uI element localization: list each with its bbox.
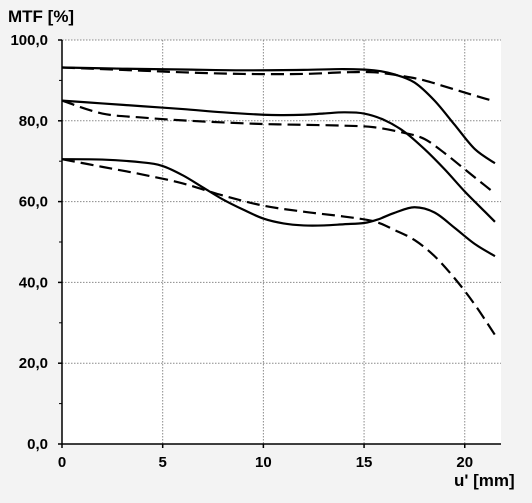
grid: [62, 39, 501, 444]
x-tick-label: 5: [159, 454, 167, 471]
series-line-6-dashed: [61, 158, 496, 336]
series-group: [61, 66, 496, 336]
y-tick-label: 100,0: [10, 32, 48, 49]
y-tick-label: 60,0: [19, 194, 48, 211]
y-axis-title: MTF [%]: [8, 7, 74, 26]
series-line-4-dashed: [61, 99, 496, 195]
x-tick-label: 0: [58, 454, 66, 471]
y-tick-label: 20,0: [19, 355, 48, 372]
y-tick-label: 40,0: [19, 274, 48, 291]
x-tick-label: 10: [255, 454, 272, 471]
series-line-2-dashed: [61, 66, 496, 103]
y-tick-label: 0,0: [27, 436, 48, 453]
plot-area: [62, 40, 501, 444]
series-line-1-solid: [61, 66, 496, 165]
x-tick-label: 20: [456, 454, 473, 471]
tick-labels: 0,0 20,0 40,0 60,0 80,0 100,0 0 5 10 15 20: [10, 32, 473, 471]
x-tick-label: 15: [356, 454, 373, 471]
x-axis-title: u' [mm]: [454, 471, 515, 490]
series-line-5-solid: [61, 158, 496, 258]
y-tick-label: 80,0: [19, 113, 48, 130]
series-line-3-solid: [61, 99, 496, 223]
